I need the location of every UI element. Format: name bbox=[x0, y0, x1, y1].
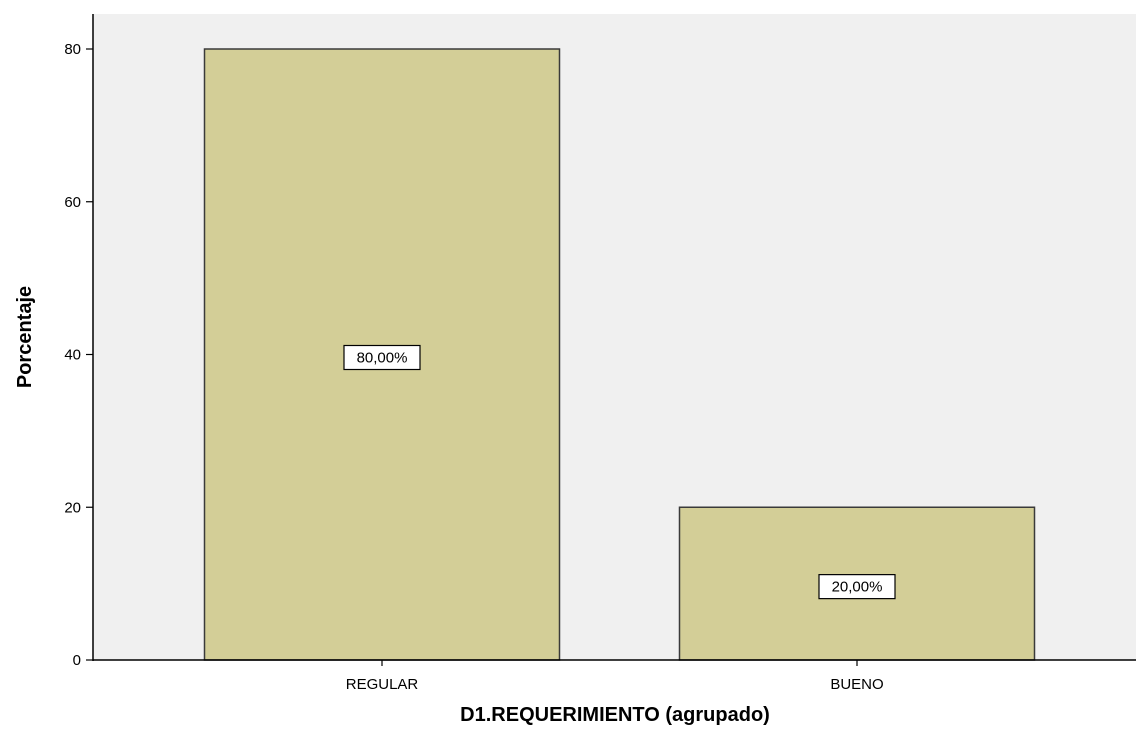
x-axis-title: D1.REQUERIMIENTO (agrupado) bbox=[460, 704, 770, 726]
data-labels-layer: 80,00% 20,00% bbox=[343, 344, 896, 600]
data-label-regular: 80,00% bbox=[343, 344, 421, 371]
data-label-box bbox=[343, 344, 421, 371]
y-ticks-layer: 0 20 40 60 80 bbox=[64, 41, 93, 669]
y-tick-label: 0 bbox=[73, 652, 81, 669]
x-tick-label-regular: REGULAR bbox=[346, 676, 419, 693]
x-ticks-layer: REGULAR BUENO bbox=[346, 660, 884, 693]
y-axis-title: Porcentaje bbox=[14, 286, 36, 388]
x-tick-label-bueno: BUENO bbox=[830, 676, 883, 693]
y-tick-label: 60 bbox=[64, 194, 81, 211]
y-tick-label: 20 bbox=[64, 499, 81, 516]
data-label-text: 80,00% bbox=[357, 350, 408, 367]
y-tick-label: 40 bbox=[64, 347, 81, 364]
data-label-text: 20,00% bbox=[832, 579, 883, 596]
data-label-bueno: 20,00% bbox=[818, 574, 896, 600]
data-label-box bbox=[818, 574, 896, 600]
y-tick-label: 80 bbox=[64, 41, 81, 58]
